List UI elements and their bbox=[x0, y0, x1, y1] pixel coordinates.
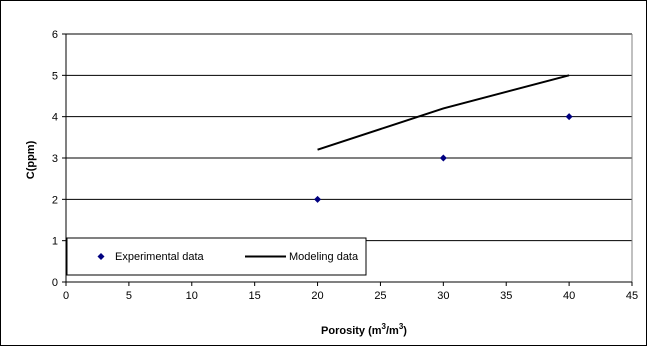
legend: Experimental data Modeling data bbox=[66, 237, 367, 276]
series bbox=[314, 74, 573, 203]
x-tick-label: 30 bbox=[437, 290, 449, 302]
x-tick-label: 15 bbox=[249, 290, 261, 302]
y-tick-label: 2 bbox=[52, 194, 58, 206]
y-tick-labels: 0 1 2 3 4 5 6 bbox=[52, 29, 58, 289]
x-axis-title-sup1: 3 bbox=[382, 322, 387, 331]
y-tick-label: 4 bbox=[52, 112, 58, 124]
experimental-data-point bbox=[565, 113, 573, 121]
modeling-data-line bbox=[317, 74, 570, 151]
grid-lines bbox=[66, 33, 632, 242]
x-axis-title: Porosity (m3/m3) bbox=[321, 322, 407, 337]
x-tick-label: 0 bbox=[63, 290, 69, 302]
legend-box bbox=[66, 237, 367, 276]
y-tick-label: 1 bbox=[52, 236, 58, 248]
y-tick-label: 6 bbox=[52, 29, 58, 41]
x-tick-label: 45 bbox=[626, 290, 638, 302]
y-tick-label: 5 bbox=[52, 70, 58, 82]
x-axis-title-sup2: 3 bbox=[399, 322, 404, 331]
x-tick-labels: 0 5 10 15 20 25 30 35 40 45 bbox=[63, 290, 638, 302]
y-tick-label: 0 bbox=[52, 277, 58, 289]
y-tick-label: 3 bbox=[52, 153, 58, 165]
x-tick-label: 20 bbox=[311, 290, 323, 302]
legend-label-experimental: Experimental data bbox=[115, 251, 205, 263]
x-axis-title-part1: Porosity (m bbox=[321, 325, 382, 337]
legend-marker-experimental bbox=[97, 253, 105, 260]
x-tick-label: 5 bbox=[126, 290, 132, 302]
y-axis-title: C(ppm) bbox=[25, 140, 37, 179]
x-axis-title-part2: /m bbox=[386, 325, 399, 337]
x-tick-label: 35 bbox=[500, 290, 512, 302]
x-tick-label: 25 bbox=[374, 290, 386, 302]
x-tick-label: 40 bbox=[563, 290, 575, 302]
axes bbox=[62, 33, 633, 286]
x-axis-title-part3: ) bbox=[403, 325, 407, 337]
x-tick-label: 10 bbox=[186, 290, 198, 302]
experimental-data-point bbox=[439, 154, 447, 162]
experimental-data-point bbox=[314, 195, 322, 203]
legend-label-modeling: Modeling data bbox=[289, 251, 359, 263]
